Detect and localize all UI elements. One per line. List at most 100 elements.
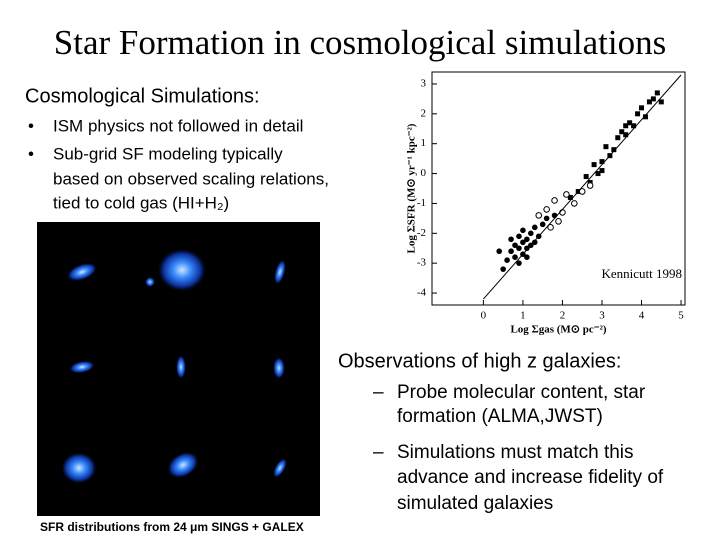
point	[508, 248, 514, 255]
bullet-symbol: •	[28, 144, 34, 163]
galaxy	[157, 248, 207, 292]
y-tick-label: 0	[421, 167, 427, 179]
item-text: formation (ALMA,JWST)	[397, 406, 603, 427]
point	[603, 144, 609, 150]
left-bullets: • ISM physics not followed in detail • S…	[28, 116, 329, 212]
point	[508, 236, 514, 243]
y-axis-label: Log ΣSFR (M⊙ yr⁻¹ kpc⁻²)	[406, 123, 418, 253]
point	[520, 227, 526, 234]
point	[571, 200, 578, 207]
item-text: Simulations must match this	[397, 442, 634, 463]
kennicutt-plot: 0 1 2 3 4 5 3 2 1 0 -1 -2 -3 -4 Log Σgas (M⊙ pc⁻²) Log …	[406, 71, 686, 336]
point	[555, 218, 562, 225]
point	[551, 212, 558, 219]
point	[543, 215, 550, 222]
point	[531, 224, 538, 231]
right-heading: Observations of high z galaxies:	[338, 350, 622, 372]
point	[658, 99, 664, 105]
point	[583, 174, 589, 180]
point	[524, 245, 530, 252]
point	[611, 147, 617, 153]
item-text: advance and increase fidelity of	[397, 467, 664, 488]
point	[524, 236, 530, 243]
point	[623, 123, 629, 129]
item-text: Probe molecular content, star	[397, 382, 646, 403]
point	[559, 209, 566, 216]
point	[623, 132, 629, 138]
galaxy	[167, 451, 199, 479]
galaxy	[176, 355, 186, 379]
bullet-text: tied to cold gas (HI+H₂)	[53, 193, 229, 212]
y-tick-label: -4	[417, 287, 427, 299]
point	[646, 99, 652, 105]
point	[591, 162, 597, 168]
dash: –	[373, 442, 384, 463]
bullet-text: Sub-grid SF modeling typically	[53, 144, 283, 163]
point	[631, 123, 637, 129]
x-tick-label: 0	[481, 310, 487, 322]
point	[496, 248, 503, 255]
right-items: – Probe molecular content, star formatio…	[373, 382, 664, 514]
point	[524, 254, 530, 261]
y-tick-label: -3	[417, 257, 427, 269]
bullet-symbol: •	[28, 116, 34, 135]
image-caption: SFR distributions from 24 μm SINGS + GAL…	[40, 520, 304, 534]
item-text: simulated galaxies	[397, 493, 553, 514]
point	[654, 90, 660, 96]
slide-title: Star Formation in cosmological simulatio…	[54, 23, 666, 62]
galaxy	[273, 357, 285, 379]
galaxy	[66, 262, 98, 282]
point	[586, 182, 594, 189]
x-tick-label: 5	[678, 310, 684, 322]
plot-frame	[431, 71, 686, 306]
y-tick-label: -2	[417, 227, 426, 239]
point	[520, 239, 526, 246]
point	[504, 257, 510, 263]
point	[512, 242, 518, 249]
point	[599, 168, 605, 174]
point	[551, 197, 558, 204]
point	[547, 224, 554, 231]
point	[635, 111, 641, 117]
point	[535, 212, 543, 219]
galaxy-image	[37, 222, 320, 516]
point	[639, 105, 645, 111]
x-tick-label: 4	[639, 310, 645, 322]
point	[599, 159, 605, 165]
y-tick-label: 3	[421, 77, 427, 89]
y-tick-label: 2	[421, 107, 427, 119]
x-axis-label: Log Σgas (M⊙ pc⁻²)	[510, 324, 606, 336]
point	[578, 188, 586, 195]
y-tick-label: -1	[417, 197, 426, 209]
annotation: Kennicutt 1998	[601, 266, 682, 281]
point	[595, 171, 601, 177]
y-tick-label: 1	[421, 137, 427, 149]
point	[615, 135, 621, 141]
point	[512, 254, 518, 261]
left-heading: Cosmological Simulations:	[25, 85, 260, 107]
x-tick-label: 3	[599, 310, 605, 322]
point	[516, 233, 522, 240]
galaxy	[69, 360, 95, 374]
point	[500, 266, 506, 272]
bullet-text: ISM physics not followed in detail	[53, 116, 303, 135]
x-tick-label: 1	[520, 310, 526, 322]
bullet-text: based on observed scaling relations,	[53, 169, 329, 188]
point	[642, 114, 648, 120]
point	[627, 120, 633, 126]
galaxy	[273, 458, 287, 478]
galaxy	[145, 277, 155, 287]
point	[516, 245, 522, 252]
dash: –	[373, 382, 384, 403]
point	[516, 260, 522, 266]
galaxy	[274, 259, 286, 285]
point	[567, 194, 573, 200]
point	[619, 129, 625, 135]
point	[528, 230, 534, 237]
galaxy	[61, 452, 97, 484]
fit-line	[483, 74, 682, 300]
point	[543, 206, 550, 213]
point	[531, 239, 538, 246]
point	[650, 96, 656, 102]
